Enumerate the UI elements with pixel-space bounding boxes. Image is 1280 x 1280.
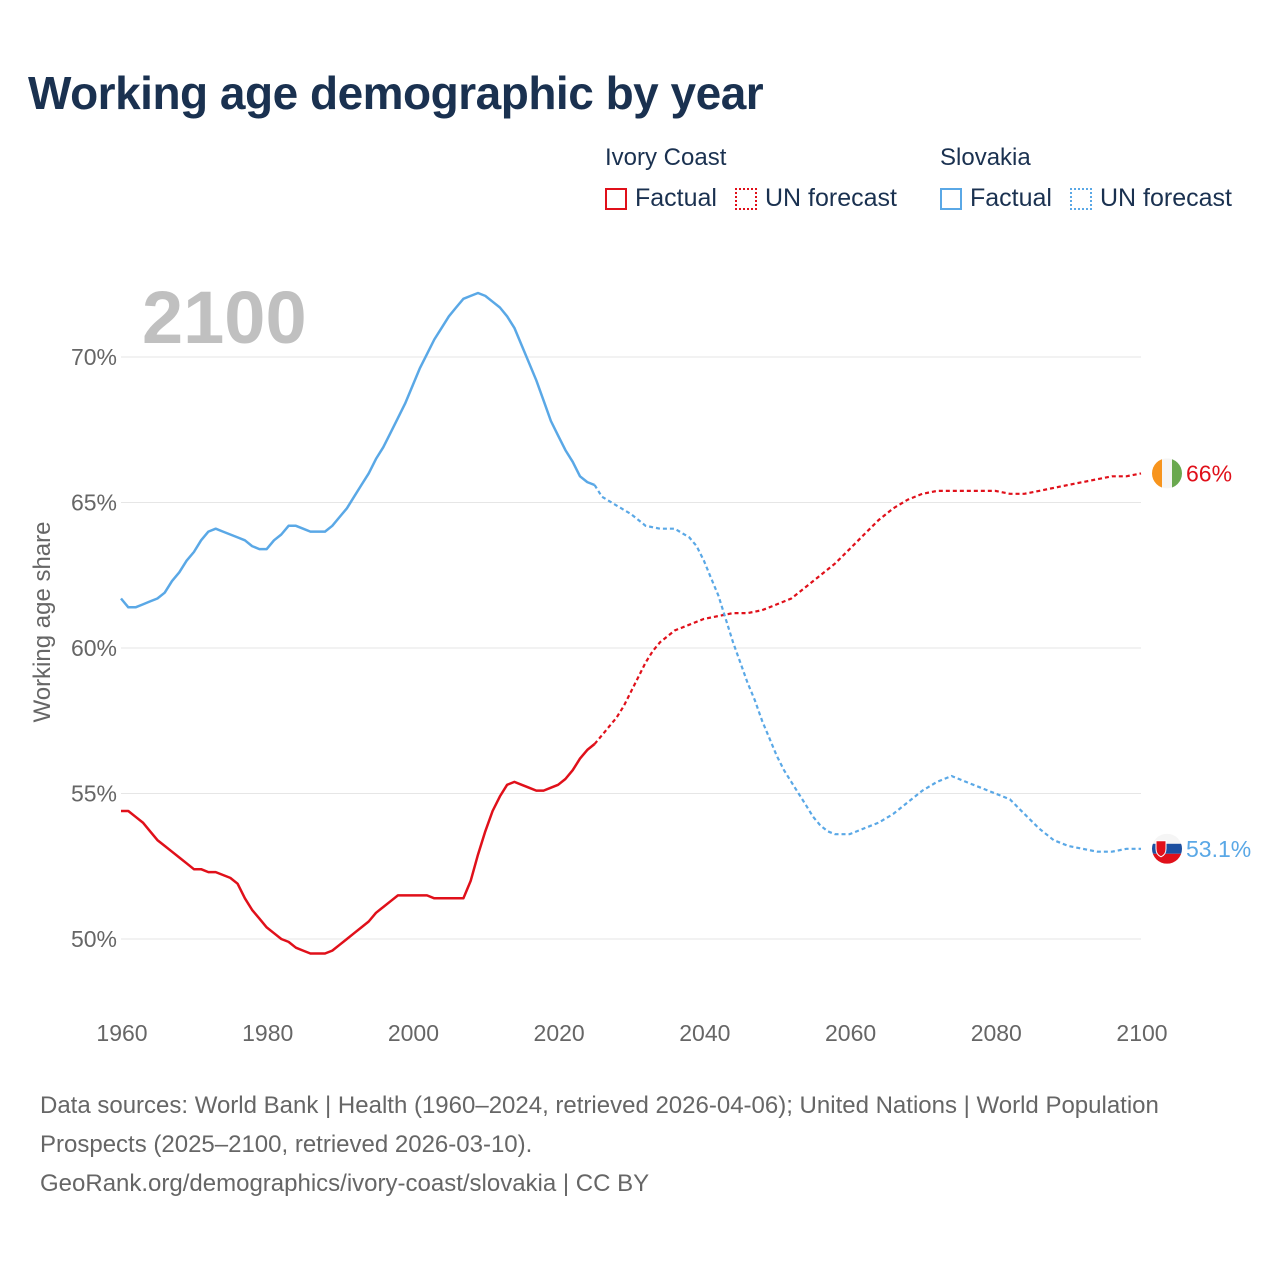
legend-label: UN forecast (764, 184, 897, 212)
flag-icon-ivory-coast (1152, 458, 1182, 489)
end-value-label-slovakia: 53.1% (1186, 836, 1251, 862)
series-line-slovakia-factual[interactable] (120, 291, 596, 609)
legend-swatch-dotted (734, 187, 757, 210)
series-line-ivory-coast-forecast[interactable] (593, 472, 1142, 745)
chart-title: Working age demographic by year (28, 67, 764, 119)
legend-group-slovakia: Slovakia Factual UN forecast (940, 144, 1250, 213)
y-tick-label: 65% (71, 490, 117, 516)
series-line-slovakia-forecast[interactable] (593, 484, 1141, 853)
x-tick-label: 2000 (388, 1020, 439, 1046)
y-tick-label: 55% (71, 781, 117, 807)
x-tick-label: 1960 (96, 1020, 147, 1046)
x-tick-label: 2060 (825, 1020, 876, 1046)
x-tick-label: 2080 (971, 1020, 1022, 1046)
line-chart: 2100 Working age share 50% 55% 60% 65% 70% 19… (29, 276, 1251, 1046)
y-tick-label: 50% (71, 926, 117, 952)
legend-label: Factual (635, 184, 717, 212)
source-line-1: Data sources: World Bank | Health (1960–… (40, 1092, 1159, 1158)
x-tick-label: 2100 (1116, 1020, 1167, 1046)
flag-icon-slovakia (1152, 833, 1182, 864)
y-tick-label: 60% (71, 635, 117, 661)
y-axis-label: Working age share (29, 522, 56, 723)
legend-label: Factual (970, 184, 1052, 212)
y-tick-label: 70% (71, 344, 117, 370)
legend-swatch-solid (940, 187, 962, 210)
year-watermark: 2100 (142, 276, 307, 359)
legend-label: UN forecast (1099, 184, 1232, 212)
source-line-2: GeoRank.org/demographics/ivory-coast/slo… (40, 1170, 650, 1197)
legend-item-slovakia-forecast[interactable]: UN forecast (1069, 184, 1232, 213)
legend-group-ivory-coast: Ivory Coast Factual UN forecast (605, 144, 915, 213)
legend-item-slovakia-factual[interactable]: Factual (940, 184, 1052, 213)
legend-title-slovakia: Slovakia (940, 144, 1031, 171)
legend-item-ivory-coast-forecast[interactable]: UN forecast (734, 184, 897, 213)
series-line-ivory-coast-factual[interactable] (121, 743, 596, 955)
legend-swatch-solid (605, 187, 627, 210)
legend-item-ivory-coast-factual[interactable]: Factual (605, 184, 717, 213)
x-tick-label: 1980 (242, 1020, 293, 1046)
legend-swatch-dotted (1069, 187, 1092, 210)
legend-title-ivory-coast: Ivory Coast (605, 144, 727, 171)
x-tick-label: 2020 (534, 1020, 585, 1046)
x-tick-label: 2040 (679, 1020, 730, 1046)
end-value-label-ivory-coast: 66% (1186, 460, 1232, 486)
source-note: Data sources: World Bank | Health (1960–… (40, 1086, 1220, 1203)
